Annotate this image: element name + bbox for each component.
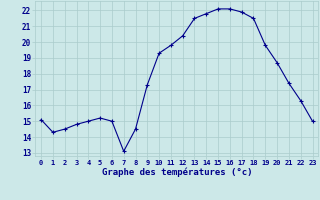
X-axis label: Graphe des températures (°c): Graphe des températures (°c) <box>101 168 252 177</box>
